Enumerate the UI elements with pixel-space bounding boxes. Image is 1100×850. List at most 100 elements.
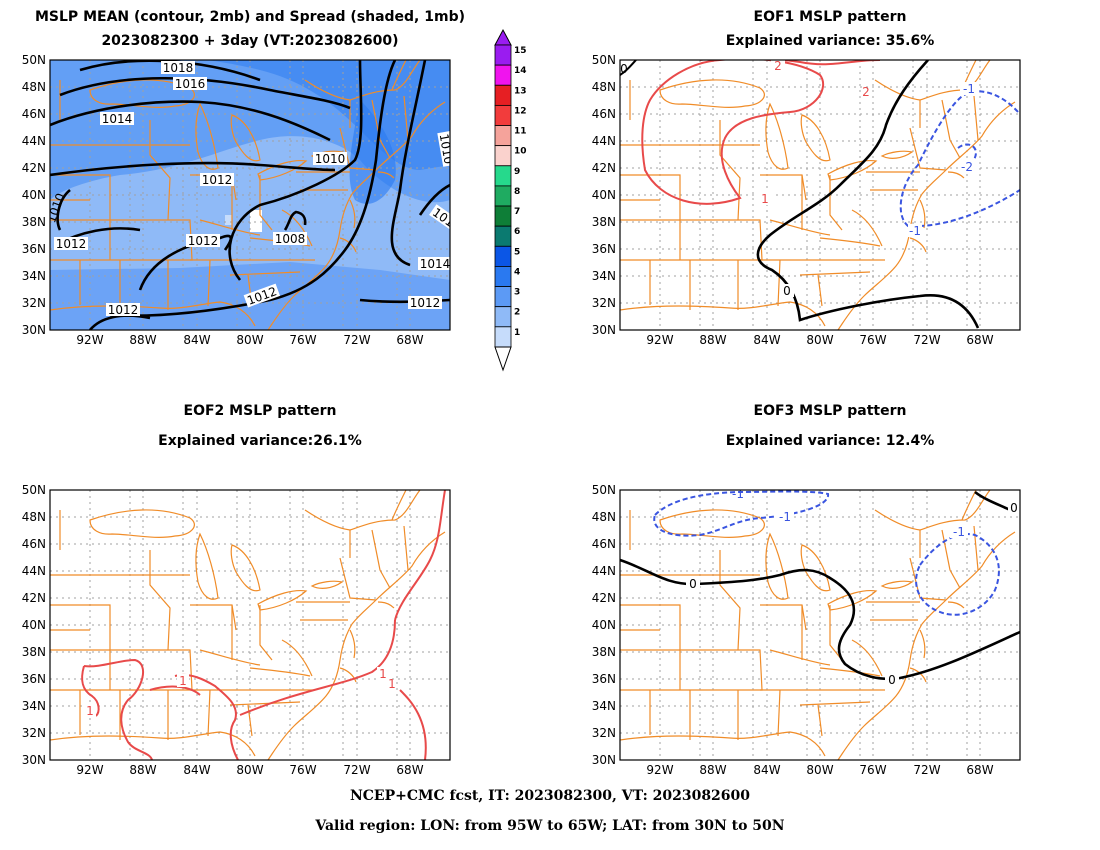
lon-tick-label: 80W bbox=[806, 763, 833, 777]
lat-tick-label: 46N bbox=[592, 537, 616, 551]
eof3-label: 0 bbox=[1008, 501, 1020, 515]
svg-text:-2: -2 bbox=[961, 160, 973, 174]
contour-label: 1012 bbox=[200, 173, 234, 187]
eof1-label: 1 bbox=[758, 192, 772, 206]
colorbar: 15 14 13 12 11 10 9 8 7 6 5 4 3 2 1 bbox=[494, 28, 527, 372]
contour-label: 1008 bbox=[273, 232, 307, 246]
lat-tick-label: 32N bbox=[592, 726, 616, 740]
lat-tick-label: 38N bbox=[22, 645, 46, 659]
lon-tick-label: 84W bbox=[753, 763, 780, 777]
svg-text:0: 0 bbox=[689, 577, 697, 591]
lat-tick-label: 42N bbox=[592, 591, 616, 605]
lat-tick-label: 38N bbox=[592, 215, 616, 229]
lat-tick-label: 34N bbox=[22, 269, 46, 283]
lon-tick-label: 76W bbox=[859, 333, 886, 347]
lon-tick-label: 72W bbox=[343, 763, 370, 777]
colorbar-swatch bbox=[494, 125, 512, 147]
lat-tick-label: 50N bbox=[592, 483, 616, 497]
panel2-title: EOF1 MSLP pattern bbox=[753, 9, 907, 25]
lon-tick-label: 92W bbox=[646, 763, 673, 777]
svg-text:1: 1 bbox=[761, 192, 769, 206]
lon-tick-label: 88W bbox=[699, 333, 726, 347]
svg-text:2: 2 bbox=[774, 59, 782, 73]
svg-text:1: 1 bbox=[379, 667, 387, 681]
lat-tick-label: 36N bbox=[592, 242, 616, 256]
svg-text:-1: -1 bbox=[953, 525, 965, 539]
footer-line-2: Valid region: LON: from 95W to 65W; LAT:… bbox=[315, 818, 785, 834]
svg-text:1: 1 bbox=[388, 677, 396, 691]
eof3-label: -1 bbox=[732, 487, 744, 501]
contour-label: 1012 bbox=[106, 303, 140, 317]
svg-text:1012: 1012 bbox=[202, 173, 233, 187]
svg-text:-1: -1 bbox=[963, 82, 975, 96]
lat-tick-label: 36N bbox=[592, 672, 616, 686]
panel-mean-spread: 1018 1016 1014 1012 1012 1012 1010 1008 … bbox=[49, 59, 451, 331]
eof1-label: -1 bbox=[960, 82, 978, 96]
colorbar-bottom-arrow bbox=[494, 346, 512, 372]
eof3-label: 0 bbox=[686, 577, 700, 591]
axis-labels: 50N 48N 46N 44N 42N 40N 38N 36N 34N 32N 30N 92W 88W 8… bbox=[22, 53, 994, 777]
colorbar-label: 12 bbox=[514, 106, 527, 116]
contour-label: 1012 bbox=[186, 234, 220, 248]
contour-label: 1016 bbox=[173, 77, 207, 91]
svg-text:1008: 1008 bbox=[275, 232, 306, 246]
lon-tick-label: 72W bbox=[913, 763, 940, 777]
lat-tick-label: 46N bbox=[592, 107, 616, 121]
lat-tick-label: 44N bbox=[22, 134, 46, 148]
colorbar-label: 13 bbox=[514, 86, 527, 96]
lat-tick-label: 36N bbox=[22, 242, 46, 256]
svg-text:1012: 1012 bbox=[56, 237, 87, 251]
lon-tick-label: 80W bbox=[806, 333, 833, 347]
colorbar-label: 15 bbox=[514, 46, 527, 56]
panel-eof3: -1 -1 -1 0 0 0 bbox=[619, 487, 1021, 761]
lat-tick-label: 46N bbox=[22, 537, 46, 551]
eof3-label: -1 bbox=[776, 510, 794, 524]
colorbar-swatch bbox=[494, 306, 512, 328]
lon-tick-label: 68W bbox=[396, 763, 423, 777]
eof2-label: 1 bbox=[84, 704, 96, 718]
eof2-label: 1 bbox=[377, 667, 389, 681]
colorbar-swatch bbox=[494, 225, 512, 247]
colorbar-swatch bbox=[494, 205, 512, 227]
lon-tick-label: 92W bbox=[646, 333, 673, 347]
svg-text:1: 1 bbox=[179, 674, 187, 688]
svg-text:1012: 1012 bbox=[410, 296, 441, 310]
panel4-title: EOF3 MSLP pattern bbox=[753, 403, 907, 419]
colorbar-label: 1 bbox=[514, 328, 520, 338]
svg-text:-1: -1 bbox=[909, 224, 921, 238]
colorbar-swatch bbox=[494, 44, 512, 66]
svg-text:1010: 1010 bbox=[315, 152, 346, 166]
lat-tick-label: 30N bbox=[22, 323, 46, 337]
lon-tick-label: 76W bbox=[859, 763, 886, 777]
lon-tick-label: 88W bbox=[699, 763, 726, 777]
lon-tick-label: 92W bbox=[76, 763, 103, 777]
colorbar-swatch bbox=[494, 185, 512, 207]
lat-tick-label: 40N bbox=[592, 188, 616, 202]
lat-tick-label: 38N bbox=[592, 645, 616, 659]
colorbar-label: 3 bbox=[514, 288, 520, 298]
lon-tick-label: 68W bbox=[966, 763, 993, 777]
colorbar-swatch bbox=[494, 266, 512, 287]
colorbar-label: 7 bbox=[514, 207, 520, 217]
panel1-title: MSLP MEAN (contour, 2mb) and Spread (sha… bbox=[35, 9, 465, 25]
lat-tick-label: 32N bbox=[22, 726, 46, 740]
svg-text:0: 0 bbox=[1010, 501, 1018, 515]
lat-tick-label: 34N bbox=[592, 269, 616, 283]
colorbar-label: 14 bbox=[514, 66, 527, 76]
eof2-label: 1 bbox=[388, 677, 396, 691]
colorbar-swatch bbox=[494, 286, 512, 308]
eof3-label: -1 bbox=[950, 525, 968, 539]
lat-tick-label: 50N bbox=[22, 483, 46, 497]
svg-text:1012: 1012 bbox=[188, 234, 219, 248]
lat-tick-label: 36N bbox=[22, 672, 46, 686]
svg-text:-1: -1 bbox=[779, 510, 791, 524]
svg-text:-1: -1 bbox=[732, 487, 744, 501]
lon-tick-label: 68W bbox=[966, 333, 993, 347]
lat-tick-label: 48N bbox=[592, 510, 616, 524]
colorbar-label: 9 bbox=[514, 167, 520, 177]
lat-tick-label: 48N bbox=[592, 80, 616, 94]
lon-tick-label: 84W bbox=[753, 333, 780, 347]
eof1-label: -1 bbox=[908, 224, 922, 238]
lon-tick-label: 80W bbox=[236, 333, 263, 347]
